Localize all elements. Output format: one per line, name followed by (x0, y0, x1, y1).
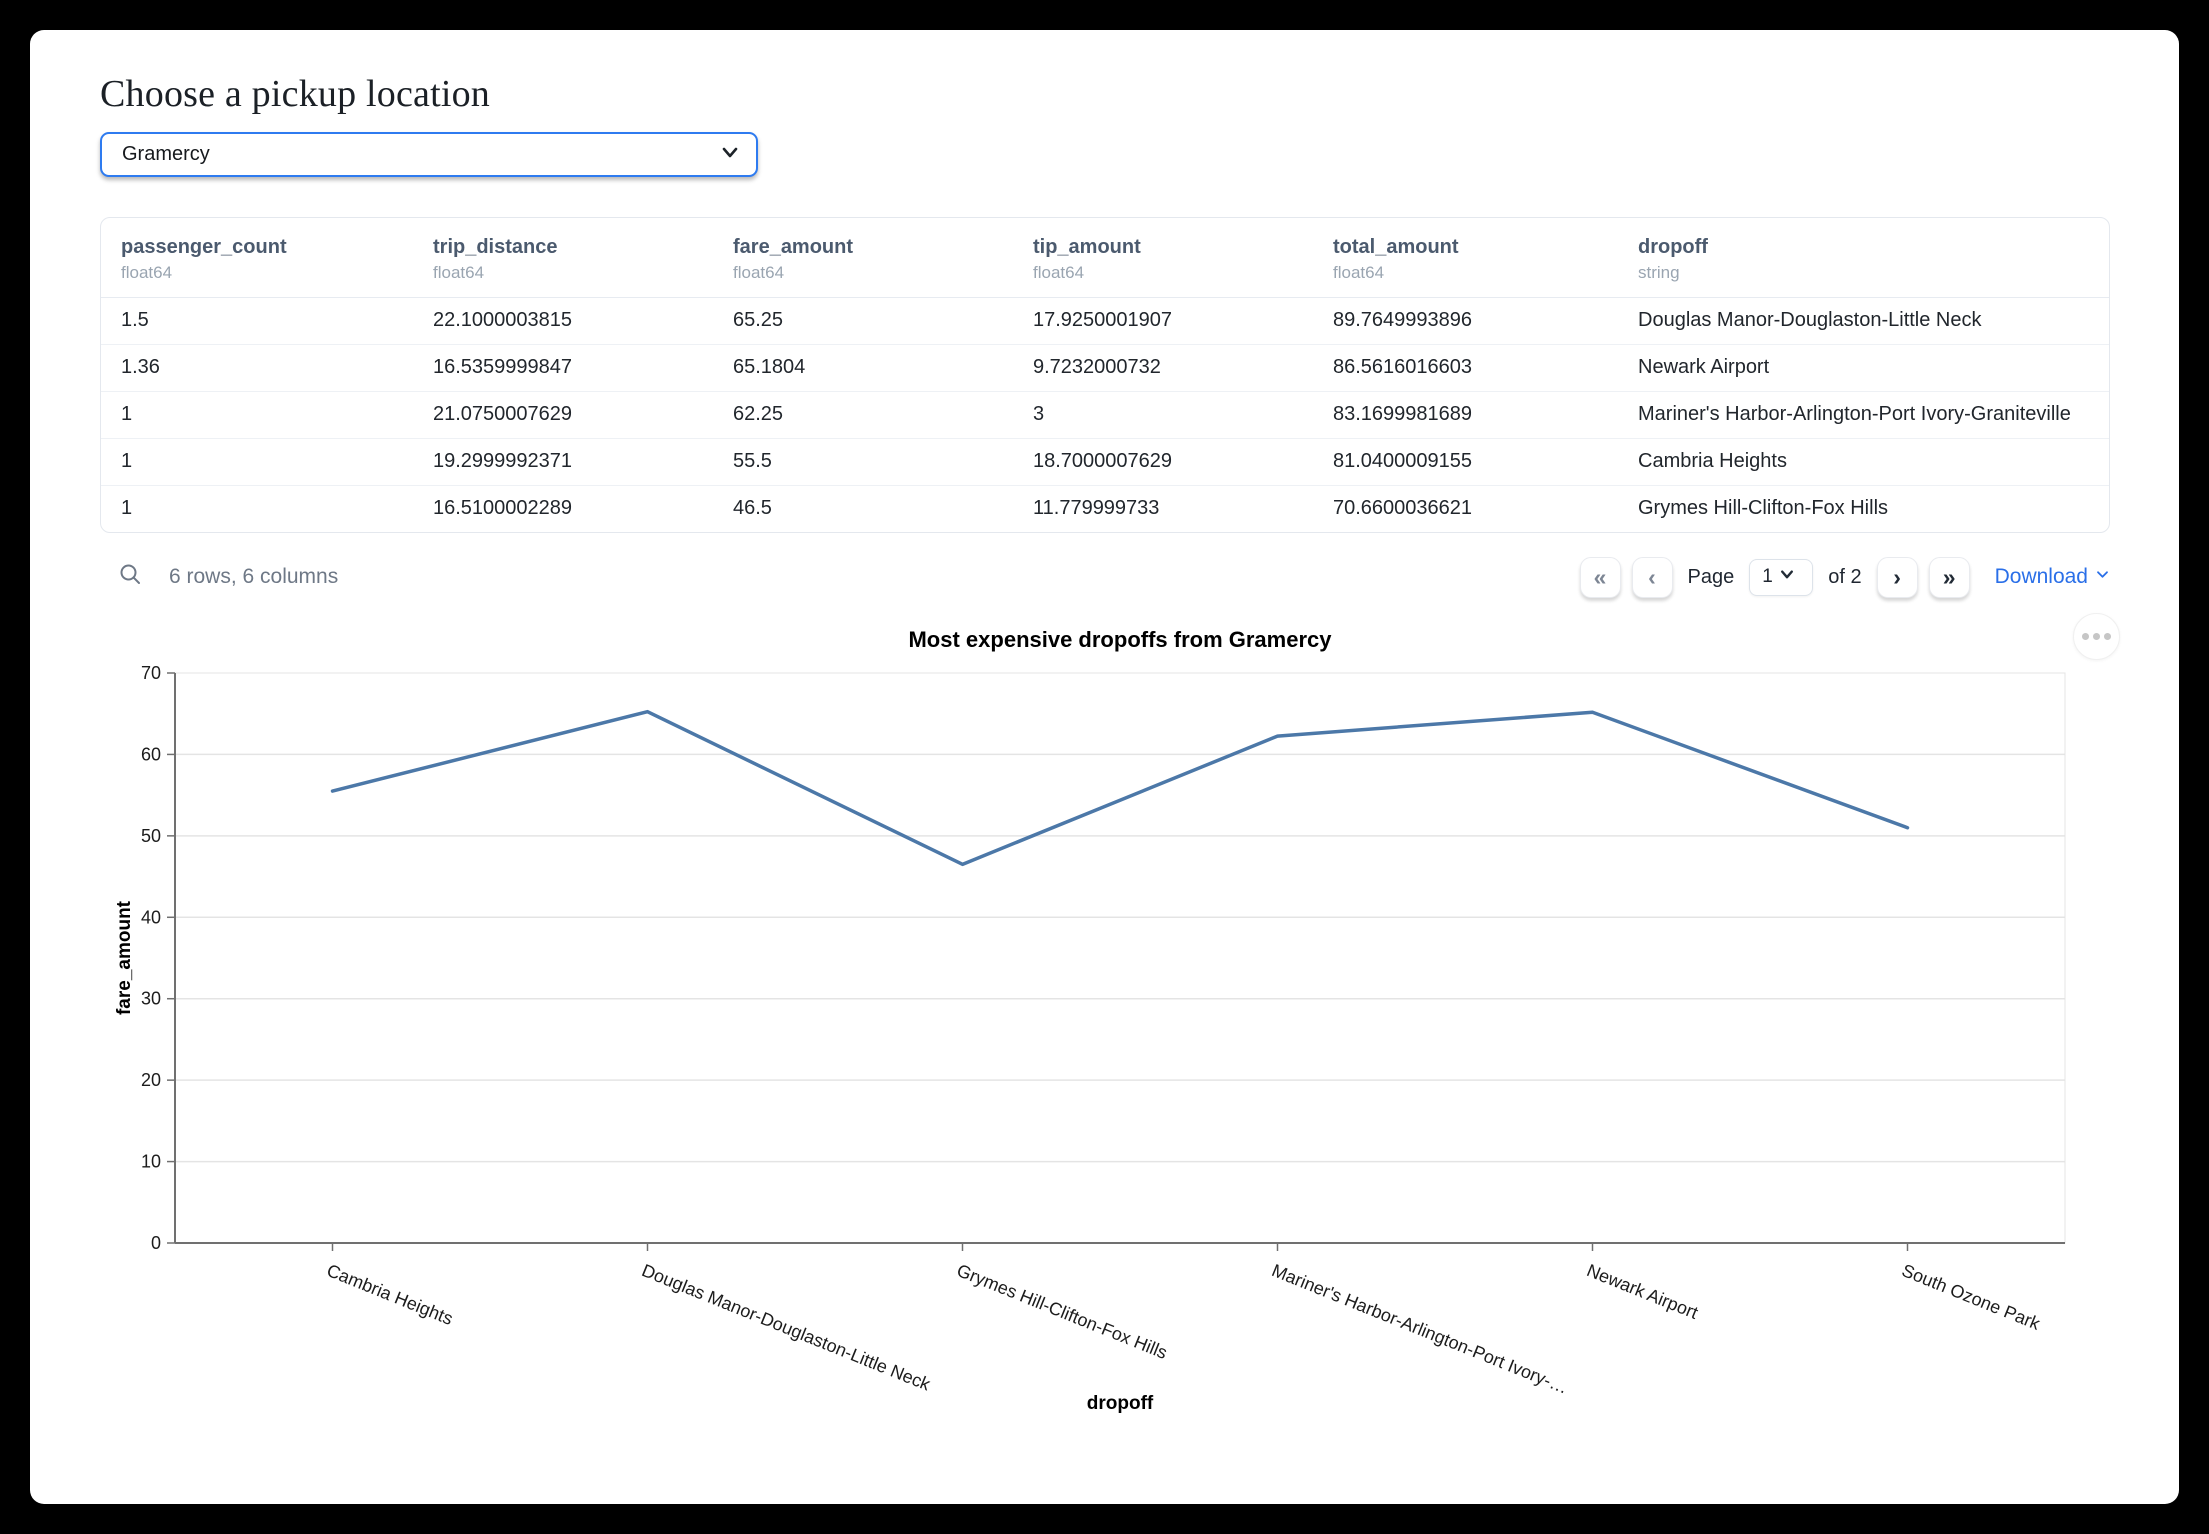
pickup-location-value: Gramercy (122, 143, 210, 165)
last-page-button[interactable]: » (1928, 556, 1970, 598)
svg-text:South Ozone Park: South Ozone Park (1899, 1260, 2044, 1334)
svg-text:10: 10 (141, 1152, 161, 1172)
svg-text:30: 30 (141, 989, 161, 1009)
table-cell: 21.0750007629 (413, 391, 713, 439)
svg-text:Newark Airport: Newark Airport (1584, 1260, 1701, 1323)
first-page-icon: « (1593, 563, 1607, 590)
page-title: Choose a pickup location (100, 73, 490, 115)
chart-section: Most expensive dropoffs from Gramercy 0 1… (100, 613, 2120, 1446)
column-header-tip-amount[interactable]: tip_amount float64 (1013, 218, 1313, 298)
table-footer: 6 rows, 6 columns « ‹ Page 1 of 2 › » Do… (100, 553, 2110, 601)
column-header-total-amount[interactable]: total_amount float64 (1313, 218, 1618, 298)
ellipsis-icon (2082, 633, 2111, 640)
table-row[interactable]: 1 19.2999992371 55.5 18.7000007629 81.040000… (101, 438, 2109, 486)
table-cell: 89.7649993896 (1333, 309, 1473, 331)
table-cell: 55.5 (713, 438, 1013, 486)
table-cell: 65.25 (733, 309, 784, 331)
svg-text:Douglas Manor-Douglaston-Littl: Douglas Manor-Douglaston-Little Neck (639, 1260, 934, 1395)
column-header-trip-distance[interactable]: trip_distance float64 (413, 218, 713, 298)
table-header: passenger_count float64 trip_distance floa… (101, 218, 2109, 298)
table-cell: 11.779999733 (1013, 485, 1313, 532)
svg-text:dropoff: dropoff (1087, 1393, 1154, 1414)
svg-text:Cambria Heights: Cambria Heights (324, 1260, 456, 1329)
table-cell: 17.9250001907 (1033, 309, 1173, 331)
table-cell: 1.36 (101, 344, 413, 392)
table-row[interactable]: 1 16.5100002289 46.5 11.779999733 70.6600036… (101, 485, 2109, 532)
page-total-label: of 2 (1828, 565, 1862, 588)
last-page-icon: » (1942, 563, 1956, 590)
row-count-summary: 6 rows, 6 columns (169, 565, 339, 588)
table-cell: 83.1699981689 (1313, 391, 1618, 439)
table-row[interactable]: 1 21.0750007629 62.25 3 83.1699981689 Mariner… (101, 391, 2109, 439)
svg-text:40: 40 (141, 907, 161, 927)
data-table: passenger_count float64 trip_distance floa… (100, 217, 2110, 533)
page-number-value: 1 (1762, 566, 1773, 587)
table-row[interactable]: 1.5 22.1000003815 65.25 17.9250001907 89.764… (101, 298, 2109, 345)
table-cell: 19.2999992371 (413, 438, 713, 486)
table-cell: Grymes Hill-Clifton-Fox Hills (1618, 485, 2109, 532)
column-header-fare-amount[interactable]: fare_amount float64 (713, 218, 1013, 298)
svg-text:60: 60 (141, 744, 161, 764)
column-header-dropoff[interactable]: dropoff string (1618, 218, 2109, 298)
next-page-icon: › (1893, 563, 1901, 590)
table-cell: 1 (101, 485, 413, 532)
page-number-select[interactable]: 1 (1749, 558, 1814, 596)
table-cell: 1 (101, 391, 413, 439)
chart-title: Most expensive dropoffs from Gramercy (908, 627, 1332, 652)
table-cell: Mariner's Harbor-Arlington-Port Ivory-Gr… (1618, 391, 2109, 439)
prev-page-icon: ‹ (1648, 563, 1656, 590)
table-cell: 9.7232000732 (1013, 344, 1313, 392)
table-cell: 18.7000007629 (1013, 438, 1313, 486)
prev-page-button[interactable]: ‹ (1631, 556, 1673, 598)
table-cell: 3 (1013, 391, 1313, 439)
table-cell: 62.25 (713, 391, 1013, 439)
table-cell: 16.5359999847 (413, 344, 713, 392)
svg-text:Grymes Hill-Clifton-Fox Hills: Grymes Hill-Clifton-Fox Hills (954, 1260, 1170, 1363)
table-cell: 65.1804 (713, 344, 1013, 392)
page-label: Page (1687, 565, 1735, 588)
svg-text:Mariner's Harbor-Arlington-Por: Mariner's Harbor-Arlington-Port Ivory-… (1269, 1260, 1571, 1397)
svg-text:0: 0 (151, 1233, 161, 1253)
table-row[interactable]: 1.36 16.5359999847 65.1804 9.7232000732 86.5… (101, 344, 2109, 392)
table-cell: 1 (101, 438, 413, 486)
table-cell: 46.5 (713, 485, 1013, 532)
table-cell: 70.6600036621 (1313, 485, 1618, 532)
table-cell: 81.0400009155 (1313, 438, 1618, 486)
chart-actions-menu-button[interactable] (2073, 613, 2120, 660)
svg-text:50: 50 (141, 826, 161, 846)
table-cell: 1.5 (121, 309, 149, 331)
chevron-down-icon (720, 142, 740, 167)
chevron-down-icon (1779, 566, 1795, 588)
table-cell: Newark Airport (1618, 344, 2109, 392)
svg-text:70: 70 (141, 663, 161, 683)
pagination-controls: « ‹ Page 1 of 2 › » Download (1579, 556, 2110, 598)
table-cell: Cambria Heights (1618, 438, 2109, 486)
column-header-passenger-count[interactable]: passenger_count float64 (101, 218, 413, 298)
svg-text:fare_amount: fare_amount (114, 900, 135, 1015)
svg-text:20: 20 (141, 1070, 161, 1090)
next-page-button[interactable]: › (1876, 556, 1918, 598)
table-cell: 22.1000003815 (433, 309, 573, 331)
table-cell: Douglas Manor-Douglaston-Little Neck (1638, 309, 1982, 331)
search-icon[interactable] (118, 562, 143, 592)
table-cell: 86.5616016603 (1313, 344, 1618, 392)
first-page-button[interactable]: « (1579, 556, 1621, 598)
download-button[interactable]: Download (1995, 565, 2110, 589)
app-window: Choose a pickup location Gramercy passen… (30, 30, 2179, 1504)
table-cell: 16.5100002289 (413, 485, 713, 532)
chevron-down-icon (2095, 567, 2110, 587)
download-label: Download (1994, 565, 2088, 588)
line-chart[interactable]: 0 10 20 30 40 50 60 70 Cambria Heights Douglas Ma… (100, 661, 2110, 1441)
pickup-location-select[interactable]: Gramercy (100, 132, 758, 177)
